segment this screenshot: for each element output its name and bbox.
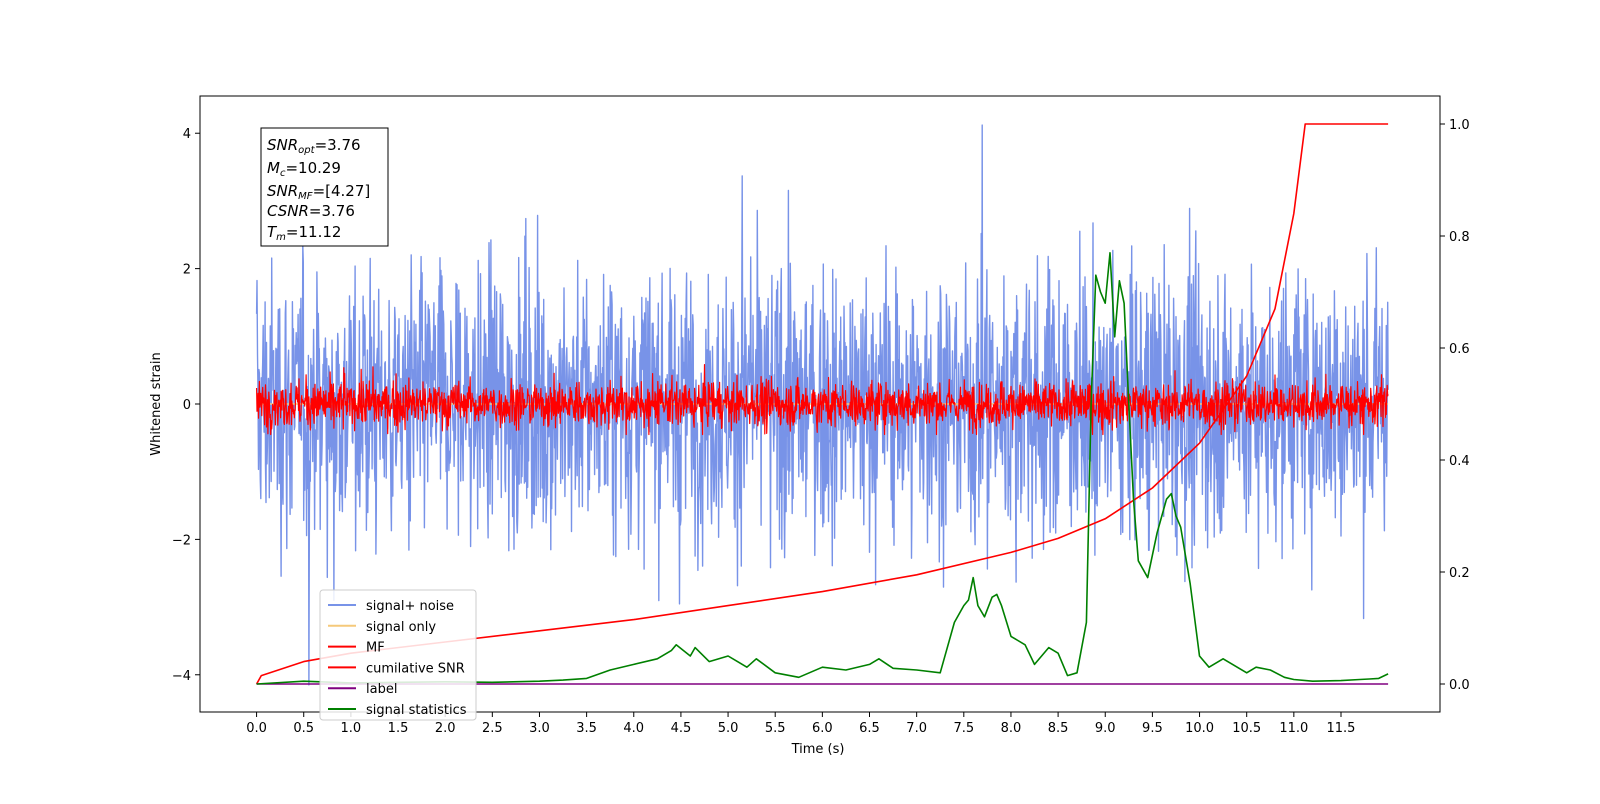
y2-tick-label: 0.8 [1449,230,1470,245]
series-mf [256,364,1389,436]
x-tick-label: 10.0 [1185,721,1214,736]
info-box: SNRopt=3.76 Mc=10.29 SNRMF=[4.27] CSNR=3… [260,127,389,247]
series-signal-noise [255,124,1389,686]
x-tick-label: 10.5 [1232,721,1261,736]
mc-annotation: Mc=10.29 [267,159,341,179]
y2-tick-label: 1.0 [1449,118,1470,133]
x-tick-label: 2.0 [435,721,456,736]
x-tick-label: 9.0 [1095,721,1116,736]
x-tick-label: 11.0 [1279,721,1308,736]
x-tick-label: 0.0 [246,721,267,736]
legend-label-signal-noise: signal+ noise [366,599,454,614]
x-tick-label: 1.0 [341,721,362,736]
snr-mf-annotation: SNRMF=[4.27] [267,182,370,202]
legend-label-mf: MF [366,641,385,656]
legend: signal+ noise signal only MF cumilative SNR… [319,589,477,721]
x-tick-label: 7.0 [906,721,927,736]
y-tick-label: −2 [172,533,191,548]
x-tick-label: 9.5 [1142,721,1163,736]
tm-annotation: Tm=11.12 [267,223,341,243]
y2-tick-label: 0.0 [1449,678,1470,693]
x-tick-label: 4.0 [623,721,644,736]
y2-tick-label: 0.2 [1449,566,1470,581]
x-tick-label: 2.5 [482,721,503,736]
x-tick-label: 1.5 [388,721,409,736]
legend-label-signal-statistics: signal statistics [366,703,467,718]
x-tick-label: 6.5 [859,721,880,736]
x-tick-label: 8.5 [1048,721,1069,736]
y-tick-label: 0 [183,398,191,413]
x-tick-label: 5.0 [718,721,739,736]
y2-tick-label: 0.4 [1449,454,1470,469]
x-axis: 0.0 0.5 1.0 1.5 2.0 2.5 3.0 3.5 4.0 4.5 5.0 5.5 6.0 6… [246,712,1355,736]
x-tick-label: 3.5 [576,721,597,736]
legend-frame [319,589,477,721]
y-axis-right: 0.0 0.2 0.4 0.6 0.8 1.0 [1440,118,1470,693]
legend-label-signal-only: signal only [366,620,436,635]
y-tick-label: 2 [183,263,191,278]
series-signal-statistics [256,252,1389,685]
x-tick-label: 6.0 [812,721,833,736]
y-axis-label: Whitened strain [149,352,164,455]
snr-opt-annotation: SNRopt=3.76 [267,136,361,156]
x-tick-label: 3.0 [529,721,550,736]
y-tick-label: −4 [172,669,191,684]
x-tick-label: 5.5 [765,721,786,736]
x-tick-label: 7.5 [953,721,974,736]
csnr-annotation: CSNR=3.76 [267,202,355,220]
x-tick-label: 0.5 [293,721,314,736]
x-tick-label: 11.5 [1327,721,1356,736]
legend-label-label: label [366,682,397,697]
x-axis-label: Time (s) [791,742,845,757]
x-tick-label: 4.5 [671,721,692,736]
x-tick-label: 8.0 [1001,721,1022,736]
legend-label-cumilative-snr: cumilative SNR [366,661,465,676]
y-tick-label: 4 [183,127,191,142]
y-axis-left: −4 −2 0 2 4 [172,127,200,684]
y2-tick-label: 0.6 [1449,342,1470,357]
